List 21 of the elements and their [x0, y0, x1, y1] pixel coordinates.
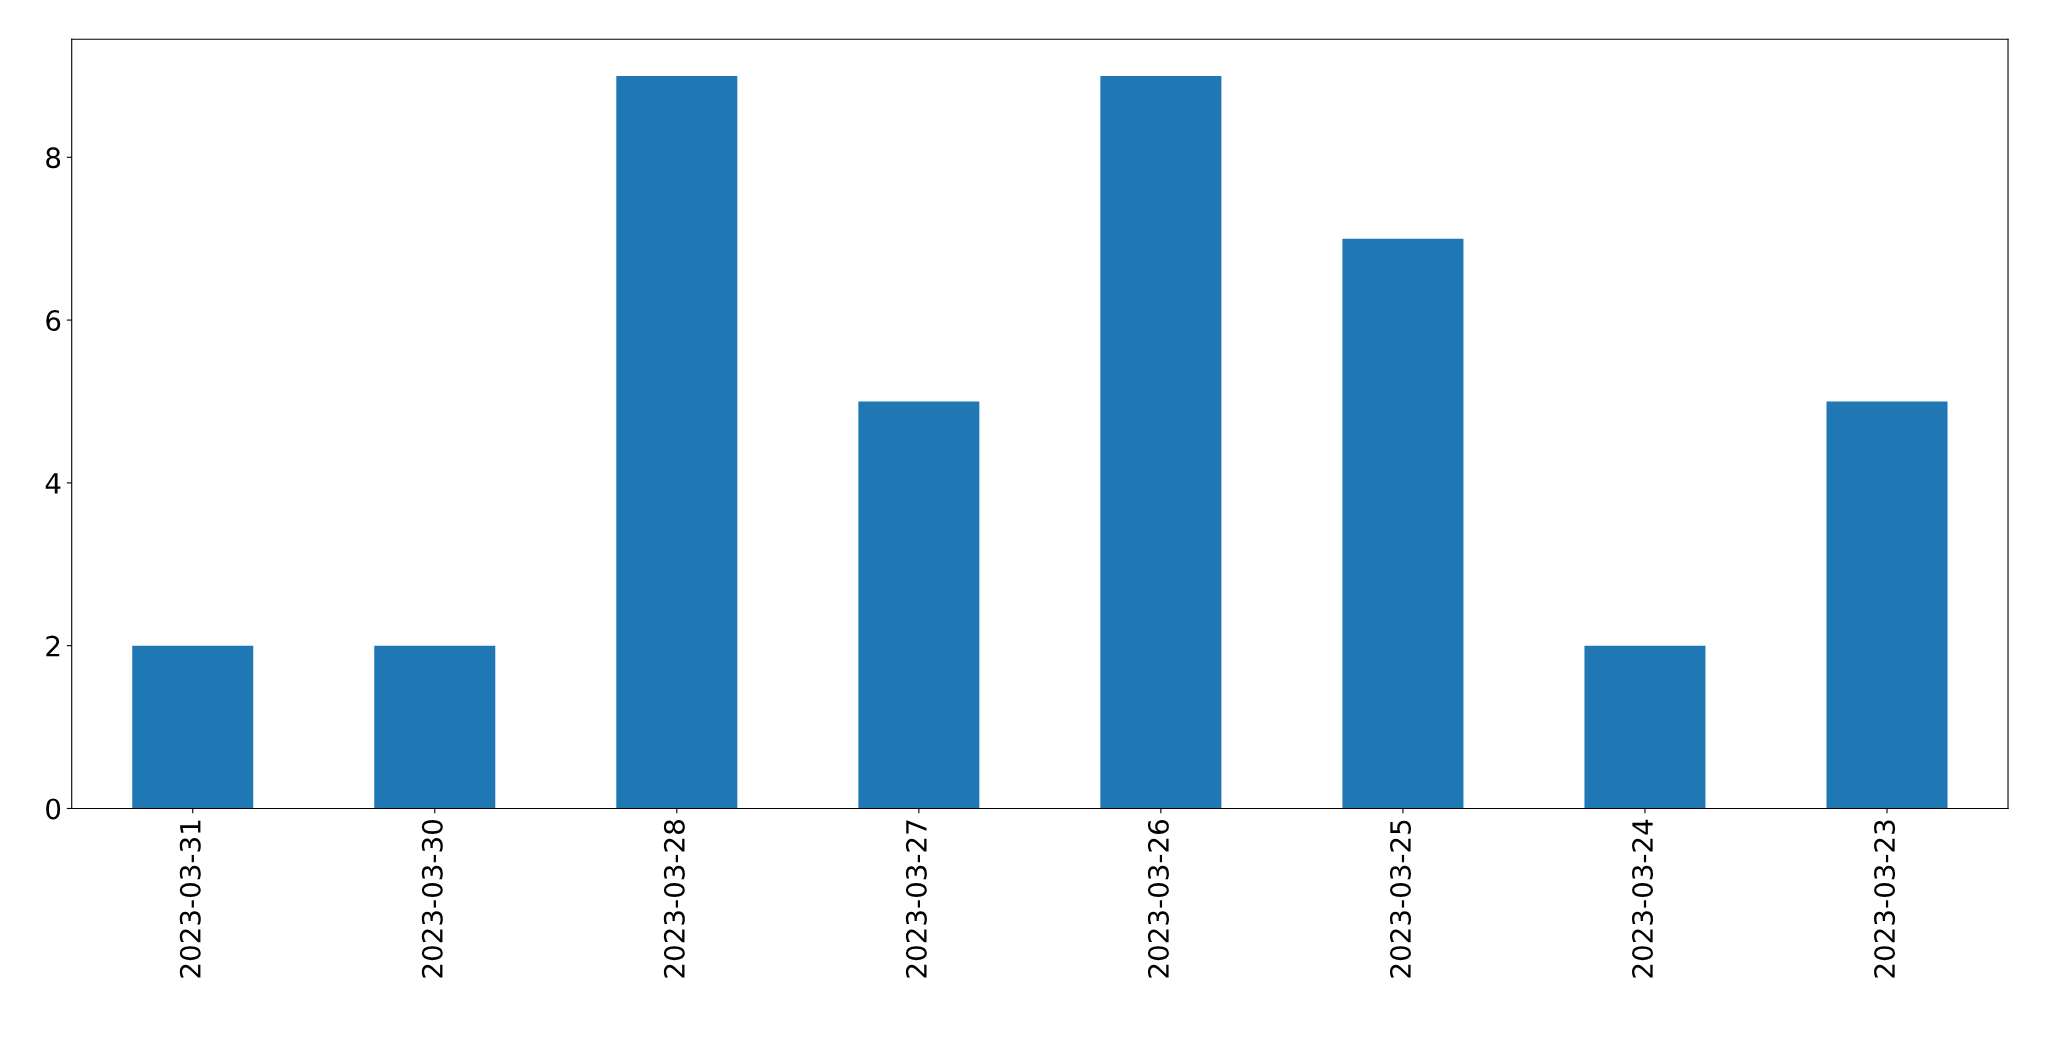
x-tick-label: 2023-03-28: [663, 820, 685, 978]
bar: [1826, 401, 1948, 809]
bar: [132, 645, 254, 809]
x-tick-label: 2023-03-27: [905, 820, 927, 978]
y-tick-label: 4: [45, 473, 61, 494]
bar: [616, 75, 738, 809]
bar: [1100, 75, 1222, 809]
bar: [374, 645, 496, 809]
y-tick-label: 2: [46, 635, 60, 657]
bar: [1342, 238, 1464, 809]
y-tick-label: 8: [46, 147, 61, 169]
y-tick-label: 6: [46, 310, 61, 332]
x-tick-label: 2023-03-31: [179, 820, 201, 978]
x-tick-label: 2023-03-26: [1147, 819, 1169, 978]
y-tick-label: 0: [46, 798, 61, 820]
x-tick-label: 2023-03-23: [1874, 820, 1896, 978]
bar: [858, 401, 980, 809]
bar: [1584, 645, 1706, 809]
x-tick-label: 2023-03-25: [1389, 820, 1411, 978]
x-tick-label: 2023-03-24: [1632, 819, 1654, 978]
x-tick-label: 2023-03-30: [421, 820, 443, 978]
